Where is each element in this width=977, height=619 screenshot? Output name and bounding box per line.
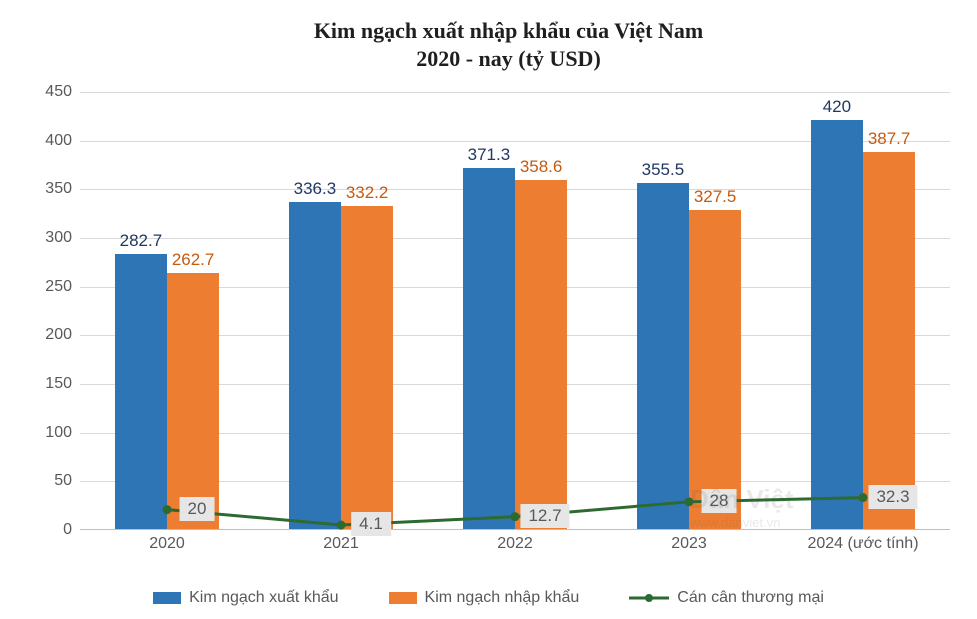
legend-swatch-line [629,592,669,604]
chart-title-line1: Kim ngạch xuất nhập khẩu của Việt Nam [70,18,947,44]
legend-item: Kim ngạch xuất khẩu [153,589,338,607]
x-tick-label: 2024 (ước tính) [807,529,918,553]
x-tick-label: 2020 [149,529,185,553]
line-value-label: 4.1 [351,512,391,536]
x-tick-label: 2023 [671,529,707,553]
legend-label: Kim ngạch nhập khẩu [425,589,580,607]
chart-container: Kim ngạch xuất nhập khẩu của Việt Nam 20… [0,0,977,619]
legend-label: Kim ngạch xuất khẩu [189,589,338,607]
legend-swatch-bar [389,592,417,604]
plot-area: 0501001502002503003504004502020282.7262.… [80,92,950,530]
line-value-label: 28 [702,489,737,513]
legend: Kim ngạch xuất khẩu Kim ngạch nhập khẩu Cá… [0,589,977,607]
y-tick-label: 150 [45,375,80,393]
legend-item: Kim ngạch nhập khẩu [389,589,580,607]
y-tick-label: 50 [54,472,80,490]
chart-title-line2: 2020 - nay (tỷ USD) [70,46,947,72]
line-value-label: 32.3 [868,485,917,509]
y-tick-label: 450 [45,83,80,101]
y-tick-label: 400 [45,132,80,150]
legend-item: Cán cân thương mại [629,589,824,607]
y-tick-label: 200 [45,326,80,344]
x-tick-label: 2022 [497,529,533,553]
y-tick-label: 0 [63,521,80,539]
y-tick-label: 300 [45,229,80,247]
y-tick-label: 100 [45,424,80,442]
y-tick-label: 250 [45,278,80,296]
line-value-label: 20 [180,497,215,521]
y-tick-label: 350 [45,180,80,198]
legend-swatch-bar [153,592,181,604]
line-series-svg [80,92,950,529]
legend-label: Cán cân thương mại [677,589,824,607]
line-value-label: 12.7 [520,504,569,528]
